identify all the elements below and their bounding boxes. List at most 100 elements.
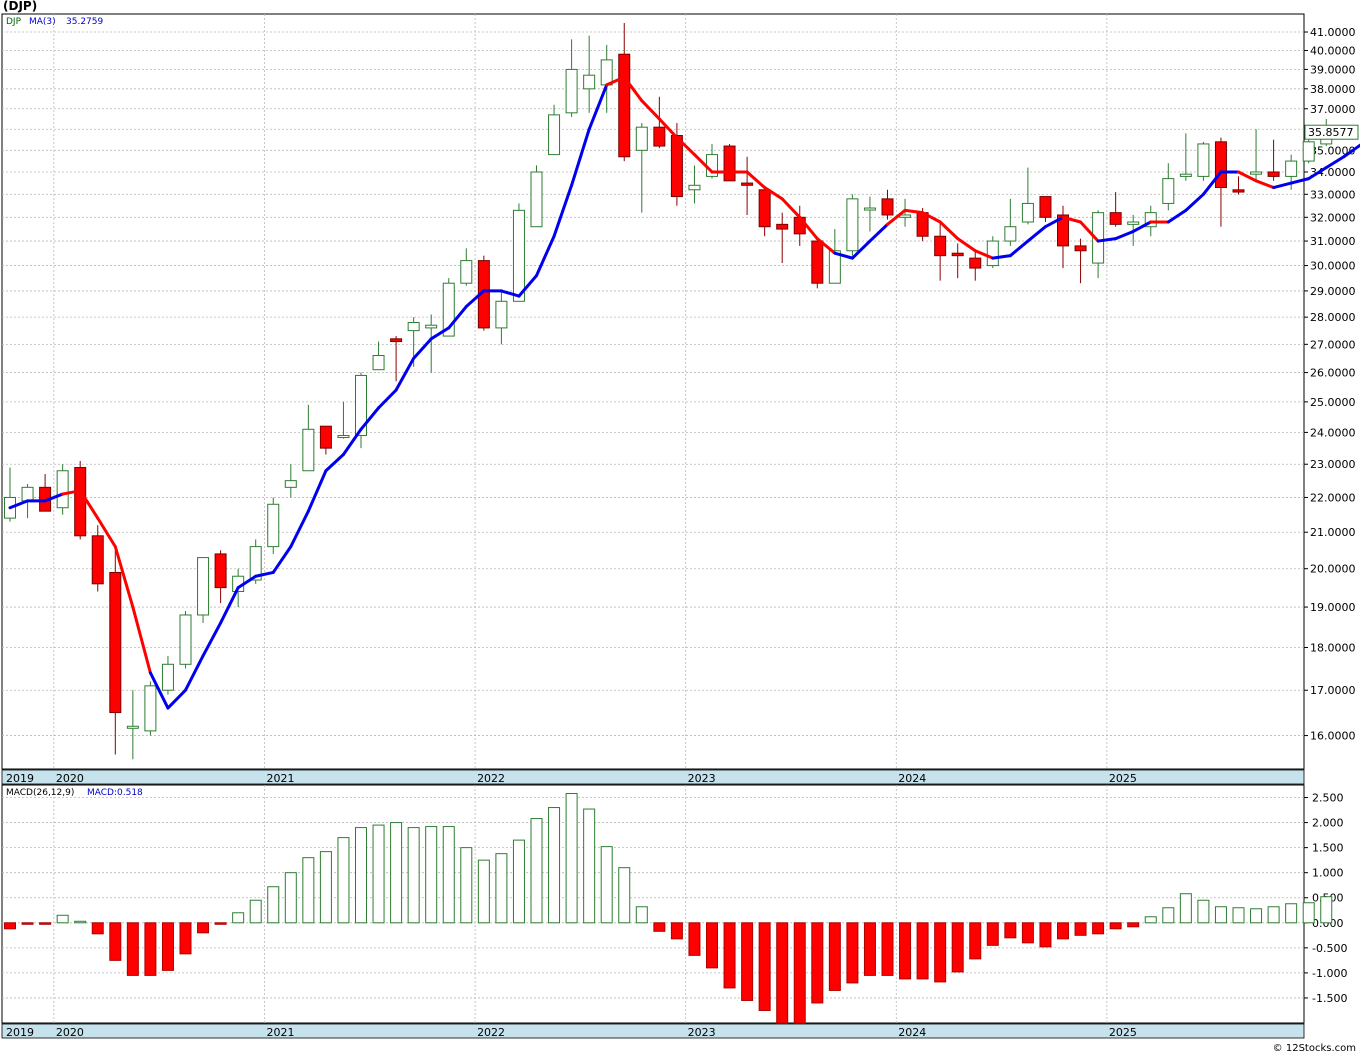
- macd-bar: [548, 807, 561, 924]
- macd-bar: [758, 922, 771, 1011]
- price-x-label: 2024: [898, 772, 926, 785]
- macd-bar: [21, 922, 34, 925]
- ma3-segment: [184, 654, 205, 692]
- candle-body: [1092, 212, 1105, 264]
- macd-bar: [565, 793, 578, 924]
- candle-body: [1144, 212, 1157, 228]
- macd-bar: [899, 922, 912, 980]
- candle-body: [670, 135, 683, 198]
- macd-tick-label: -1.500: [1312, 992, 1347, 1005]
- macd-bar: [267, 886, 280, 924]
- candle-body: [337, 435, 350, 439]
- candle-body: [425, 324, 438, 329]
- macd-bar: [1267, 906, 1280, 924]
- ma3-segment: [640, 99, 661, 121]
- candle-body: [881, 198, 894, 216]
- macd-bar: [653, 922, 666, 932]
- price-tick-label: 17.0000: [1310, 684, 1356, 697]
- ma3-segment: [499, 289, 521, 298]
- ma3-segment: [1342, 143, 1360, 159]
- price-x-label: 2025: [1109, 772, 1137, 785]
- candle-body: [635, 126, 648, 151]
- macd-bar: [91, 922, 104, 935]
- macd-bar: [1320, 896, 1333, 924]
- candle-body: [565, 68, 578, 114]
- macd-tick-label: 2.000: [1312, 817, 1344, 830]
- macd-bar: [512, 839, 525, 924]
- candle-body: [1179, 173, 1192, 177]
- price-tick-label: 19.0000: [1310, 601, 1356, 614]
- ma3-segment: [1096, 237, 1118, 243]
- legend-symbol: DJP: [6, 17, 22, 27]
- chart-title: (DJP): [3, 0, 38, 13]
- price-panel-frame: [1, 13, 1305, 770]
- ma3-segment: [780, 197, 802, 219]
- macd-bar: [1197, 899, 1210, 924]
- price-tick-label: 33.0000: [1310, 188, 1356, 201]
- candle-body: [618, 53, 631, 158]
- candle-body: [460, 260, 473, 284]
- ma3-segment: [1289, 177, 1311, 185]
- ma3-segment: [1114, 229, 1135, 241]
- price-tick-label: 28.0000: [1310, 311, 1356, 324]
- ma3-segment: [1237, 170, 1258, 183]
- candle-body: [530, 171, 543, 228]
- candle-body: [986, 240, 999, 267]
- legend-ma-label: MA(3): [29, 17, 56, 27]
- candle-body: [1057, 214, 1069, 247]
- ma3-segment: [61, 489, 82, 496]
- macd-panel-frame: [1, 784, 1305, 1024]
- macd-tick-label: 1.000: [1312, 867, 1344, 880]
- candle-body: [442, 282, 455, 337]
- macd-bar: [249, 899, 262, 924]
- ma3-segment: [1043, 215, 1065, 229]
- ma3-segment: [973, 249, 995, 260]
- macd-bar: [1144, 916, 1157, 924]
- ma3-segment: [43, 492, 65, 503]
- price-tick-label: 35.0000: [1310, 144, 1356, 157]
- ma3-segment: [8, 499, 30, 510]
- macd-bar: [741, 922, 754, 1001]
- last-price-label: 35.8577: [1308, 126, 1354, 139]
- macd-bar: [161, 922, 174, 971]
- macd-bar: [1214, 906, 1227, 924]
- ma3-segment: [535, 234, 556, 278]
- macd-bar: [1109, 922, 1122, 930]
- candle-body: [197, 557, 210, 616]
- price-tick-label: 22.0000: [1310, 491, 1356, 504]
- ma3-segment: [201, 621, 223, 658]
- macd-bar: [635, 906, 648, 924]
- macd-bar: [460, 847, 473, 924]
- ma3-segment: [798, 215, 819, 241]
- candle-body: [1214, 141, 1227, 189]
- candle-body: [302, 428, 315, 472]
- macd-bar: [1179, 893, 1192, 924]
- ma3-segment: [148, 671, 170, 710]
- candle-body: [1109, 212, 1122, 225]
- price-tick-label: 29.0000: [1310, 285, 1356, 298]
- ma3-segment: [394, 356, 416, 392]
- ma3-segment: [113, 545, 135, 609]
- candle-body: [1250, 171, 1263, 175]
- price-tick-label: 30.0000: [1310, 260, 1356, 273]
- price-tick-label: 20.0000: [1310, 563, 1356, 576]
- macd-tick-label: -1.000: [1312, 967, 1347, 980]
- ma3-segment: [341, 427, 363, 457]
- ma3-segment: [605, 75, 626, 87]
- candle-body: [811, 240, 824, 284]
- price-panel: 41.000040.000039.000038.000037.000036.00…: [1, 13, 1360, 785]
- macd-bar: [1074, 922, 1087, 936]
- ma3-segment: [1061, 215, 1083, 224]
- price-x-label: 2023: [688, 772, 716, 785]
- macd-bar: [337, 837, 350, 924]
- price-tick-label: 18.0000: [1310, 641, 1356, 654]
- macd-bar: [670, 922, 683, 940]
- ma3-segment: [868, 222, 889, 243]
- candle-body: [284, 480, 297, 488]
- candle-body: [846, 198, 859, 252]
- candle-body: [91, 535, 104, 585]
- ma3-segment: [1026, 225, 1047, 243]
- macd-tick-label: 1.500: [1312, 842, 1344, 855]
- candle-body: [863, 207, 876, 211]
- candle-body: [583, 74, 596, 90]
